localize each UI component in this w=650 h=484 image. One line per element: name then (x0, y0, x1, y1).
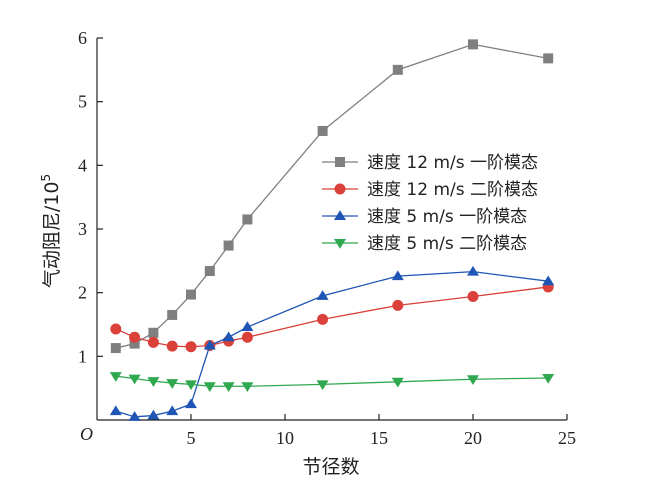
data-point (109, 405, 122, 416)
legend-item: 速度 5 m/s 二阶模态 (322, 234, 527, 254)
data-point (241, 321, 254, 332)
data-point (128, 374, 141, 385)
y-axis-title-main: 气动阻尼/10 (41, 182, 63, 289)
y-tick-label: 6 (78, 28, 87, 48)
series-line (115, 375, 549, 387)
series-line (115, 286, 549, 348)
data-point (467, 290, 479, 302)
data-point (204, 266, 215, 277)
data-point (110, 323, 122, 335)
y-axis-title: 气动阻尼/105 (39, 174, 63, 288)
data-point (242, 214, 253, 225)
data-point (222, 331, 235, 342)
series-line (115, 271, 549, 418)
data-point (542, 373, 555, 384)
data-point (317, 313, 329, 325)
y-tick-label: 3 (78, 219, 87, 239)
data-point (467, 265, 479, 276)
data-point (147, 377, 160, 387)
data-point (109, 372, 122, 382)
data-point (185, 398, 197, 409)
legend-item: 速度 12 m/s 二阶模态 (322, 180, 538, 200)
data-point (467, 375, 479, 386)
legend-marker (335, 157, 345, 167)
data-point (241, 331, 253, 343)
data-point (392, 64, 403, 75)
origin-label: O (80, 424, 93, 444)
data-point (241, 382, 254, 393)
legend-marker (334, 239, 346, 249)
y-tick-label: 4 (78, 155, 87, 175)
legend-marker (334, 183, 346, 195)
series-4 (109, 372, 555, 393)
data-point (316, 380, 329, 391)
data-point (317, 125, 328, 136)
data-point (222, 382, 235, 393)
x-tick-label: 20 (464, 428, 482, 448)
x-tick-label: 10 (276, 428, 294, 448)
data-point (166, 405, 179, 416)
data-point (203, 339, 216, 350)
data-point (147, 409, 160, 420)
data-point (110, 343, 121, 354)
data-point (543, 53, 554, 64)
data-point (391, 270, 404, 281)
x-axis-title: 节径数 (302, 456, 359, 478)
legend-item: 速度 12 m/s 一阶模态 (322, 153, 538, 173)
data-point (166, 379, 179, 389)
data-point (166, 340, 178, 352)
data-point (223, 240, 234, 251)
data-point (185, 380, 197, 391)
data-point (148, 327, 159, 338)
data-point (468, 39, 478, 50)
data-point (392, 299, 404, 311)
data-point (316, 290, 329, 300)
data-point (391, 377, 404, 388)
series-3 (109, 265, 555, 421)
data-point (203, 382, 216, 393)
legend-item: 速度 5 m/s 一阶模态 (322, 207, 527, 227)
legend-label: 速度 5 m/s 一阶模态 (367, 207, 527, 227)
x-tick-label: 15 (370, 428, 388, 448)
series-1 (110, 39, 554, 354)
data-point (147, 336, 159, 348)
data-point (185, 341, 197, 353)
x-tick-label: 5 (187, 428, 196, 448)
y-tick-label: 5 (78, 92, 87, 112)
y-tick-label: 2 (78, 283, 87, 303)
x-tick-label: 25 (558, 428, 576, 448)
data-point (167, 309, 178, 320)
legend-marker (334, 210, 346, 220)
data-point (129, 331, 141, 343)
legend-label: 速度 5 m/s 二阶模态 (367, 234, 527, 254)
data-point (128, 411, 141, 421)
series-layer (109, 39, 555, 421)
data-point (129, 338, 140, 349)
y-axis-title-sup: 5 (39, 174, 53, 182)
legend-label: 速度 12 m/s 一阶模态 (367, 153, 538, 173)
data-point (542, 275, 555, 286)
axes: 5 10 15 20 25 1 2 3 4 5 6 (78, 28, 576, 448)
legend-label: 速度 12 m/s 二阶模态 (367, 180, 538, 200)
y-tick-label: 1 (78, 346, 87, 366)
data-point (186, 289, 196, 300)
